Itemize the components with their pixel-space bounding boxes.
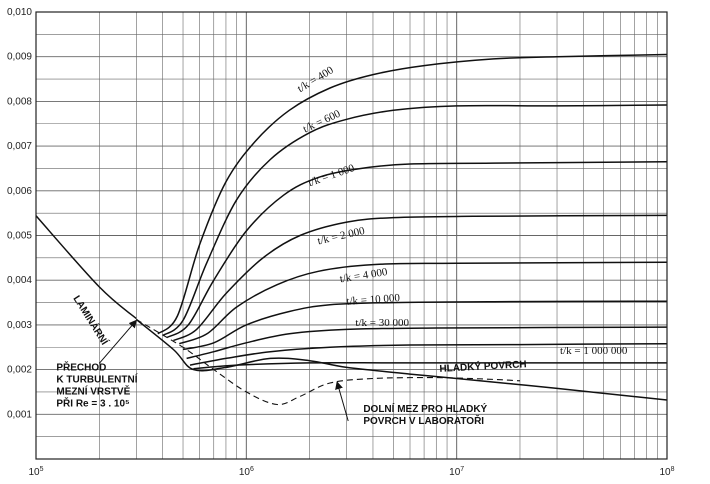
series-line-6 — [182, 300, 668, 351]
curve-label: t/k = 30 000 — [355, 317, 409, 329]
curve-label: t/k = 400 — [295, 64, 336, 95]
series-line-10 — [135, 318, 668, 401]
x-tick-label: 108 — [659, 466, 674, 478]
annotation-text: DOLNÍ MEZ PRO HLADKÝ — [363, 402, 487, 415]
y-tick-label: 0,002 — [7, 365, 32, 376]
annotation-text: PŘECHOD — [56, 360, 106, 373]
series-line-8 — [189, 342, 668, 366]
y-tick-label: 0,009 — [7, 52, 32, 63]
y-tick-label: 0,005 — [7, 231, 32, 242]
plot-frame — [35, 11, 668, 460]
series-line-7 — [186, 326, 668, 360]
y-tick-label: 0,010 — [7, 7, 32, 18]
series-line-5 — [179, 261, 668, 345]
annotation-text: K TURBULENTNÍ — [56, 372, 137, 385]
x-tick-label: 107 — [449, 466, 464, 478]
curves — [35, 53, 668, 406]
series-line-1 — [157, 53, 668, 335]
curve-label: t/k = 1 000 — [307, 162, 357, 189]
annotation-text: POVRCH V LABORATOŘI — [363, 414, 484, 427]
series-line-0 — [35, 215, 137, 320]
y-tick-label: 0,001 — [7, 409, 32, 420]
annotation-arrow — [98, 319, 138, 364]
curve-label: t/k = 2 000 — [316, 225, 366, 248]
annotation-text: PŘI Re = 3 . 10⁵ — [56, 396, 130, 409]
y-tick-label: 0,006 — [7, 186, 32, 197]
series-line-3 — [166, 160, 668, 339]
x-tick-label: 105 — [28, 466, 43, 478]
series-line-11 — [136, 319, 521, 406]
y-tick-label: 0,007 — [7, 141, 32, 152]
curve-label: t/k = 1 000 000 — [560, 345, 628, 357]
y-tick-label: 0,008 — [7, 96, 32, 107]
series-line-9 — [193, 361, 667, 370]
curve-label: LAMINÁRNÍ — [70, 293, 111, 348]
curve-label: HLADKÝ POVRCH — [439, 357, 527, 375]
y-tick-label: 0,003 — [7, 320, 32, 331]
axes: 0,001 0,002 0,003 0,004 0,005 0,006 0,007 0,008… — [7, 7, 675, 478]
series-line-4 — [173, 214, 668, 342]
curve-label: t/k = 10 000 — [346, 292, 401, 308]
annotation-text: MEZNÍ VRSTVĚ — [56, 384, 130, 397]
annotation-arrow — [335, 381, 349, 422]
series-line-2 — [162, 104, 668, 337]
x-tick-label: 106 — [239, 466, 254, 478]
y-tick-label: 0,004 — [7, 275, 32, 286]
